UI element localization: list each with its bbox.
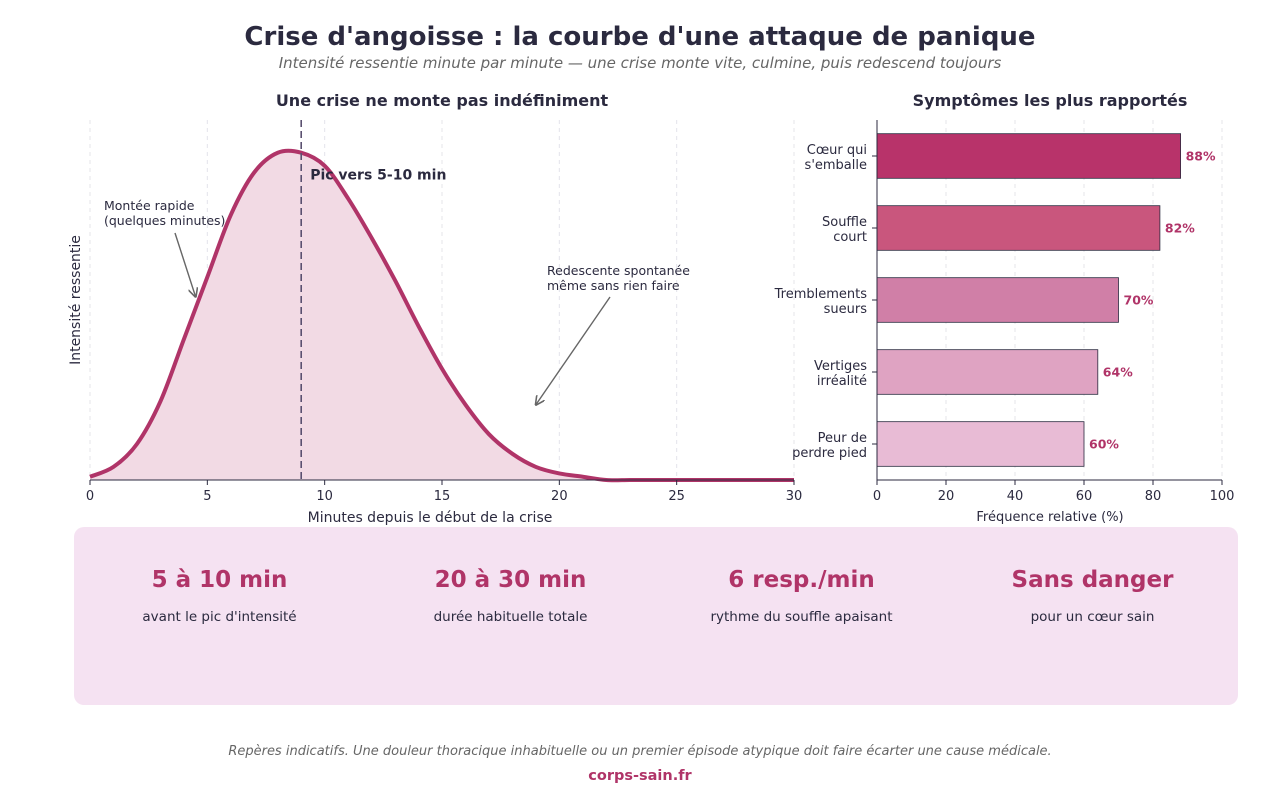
stat-label: pour un cœur sain [1030,609,1155,625]
stat-card: 5 à 10 min avant le pic d'intensité [74,527,365,625]
stat-card: 20 à 30 min durée habituelle totale [365,527,656,625]
chart-title: Symptômes les plus rapportés [913,91,1188,110]
x-tick-label: 0 [873,489,881,504]
annotation-descent: Redescente spontanée même sans rien faire [547,263,690,293]
y-axis-label: Intensité ressentie [68,235,84,365]
y-tick-label: Souffle court [822,215,867,245]
stat-value: 20 à 30 min [434,567,587,593]
annotation-peak: Pic vers 5-10 min [310,168,446,184]
annotation-arrow [536,296,611,405]
intensity-area [90,150,794,481]
bar [876,205,1161,251]
x-tick-label: 10 [316,489,333,504]
annotation-arrow [174,232,196,297]
bar [876,349,1099,395]
footer-disclaimer: Repères indicatifs. Une douleur thoraciq… [228,744,1052,759]
x-axis-label: Fréquence relative (%) [976,510,1123,525]
x-tick-label: 30 [786,489,803,504]
stat-card: 6 resp./min rythme du souffle apaisant [656,527,947,625]
x-tick-label: 0 [86,489,94,504]
x-axis-label: Minutes depuis le début de la crise [308,510,553,526]
annotation-rise: Montée rapide (quelques minutes) [104,198,225,228]
x-tick-label: 25 [668,489,685,504]
bar [876,133,1182,179]
x-tick-label: 40 [1007,489,1024,504]
y-tick-label: Peur de perdre pied [792,431,867,461]
key-figures-panel: 5 à 10 min avant le pic d'intensité 20 à… [74,527,1238,705]
bar-value-label: 70% [1124,293,1154,308]
x-tick-label: 5 [203,489,211,504]
stat-value: 5 à 10 min [151,567,288,593]
y-tick-label: Vertiges irréalité [814,359,867,389]
charts-canvas: 0 5 10 15 20 25 30 Une crise ne monte pas indéf… [68,91,1235,526]
stat-card: Sans danger pour un cœur sain [947,527,1238,625]
stat-label: durée habituelle totale [433,609,588,625]
stat-label: rythme du souffle apaisant [710,609,893,625]
bar [876,421,1085,467]
bar-value-label: 64% [1103,365,1133,380]
bar-value-label: 82% [1165,221,1195,236]
x-tick-label: 15 [434,489,451,504]
y-tick-label: Tremblements sueurs [774,287,868,317]
stat-label: avant le pic d'intensité [142,609,297,625]
bar [876,277,1119,323]
footer-brand[interactable]: corps-sain.fr [588,768,692,784]
chart-title: Une crise ne monte pas indéfiniment [276,91,609,110]
x-tick-label: 20 [551,489,568,504]
stat-value: 6 resp./min [728,567,875,593]
x-tick-label: 80 [1145,489,1162,504]
bar-value-label: 60% [1089,437,1119,452]
page-subtitle: Intensité ressentie minute par minute — … [278,54,1002,72]
x-tick-label: 20 [938,489,955,504]
y-tick-label: Cœur qui s'emballe [805,143,867,173]
bar-value-label: 88% [1186,149,1216,164]
x-tick-label: 100 [1210,489,1235,504]
x-tick-label: 60 [1076,489,1093,504]
stat-value: Sans danger [1011,567,1174,593]
page-title: Crise d'angoisse : la courbe d'une attaq… [244,22,1036,52]
